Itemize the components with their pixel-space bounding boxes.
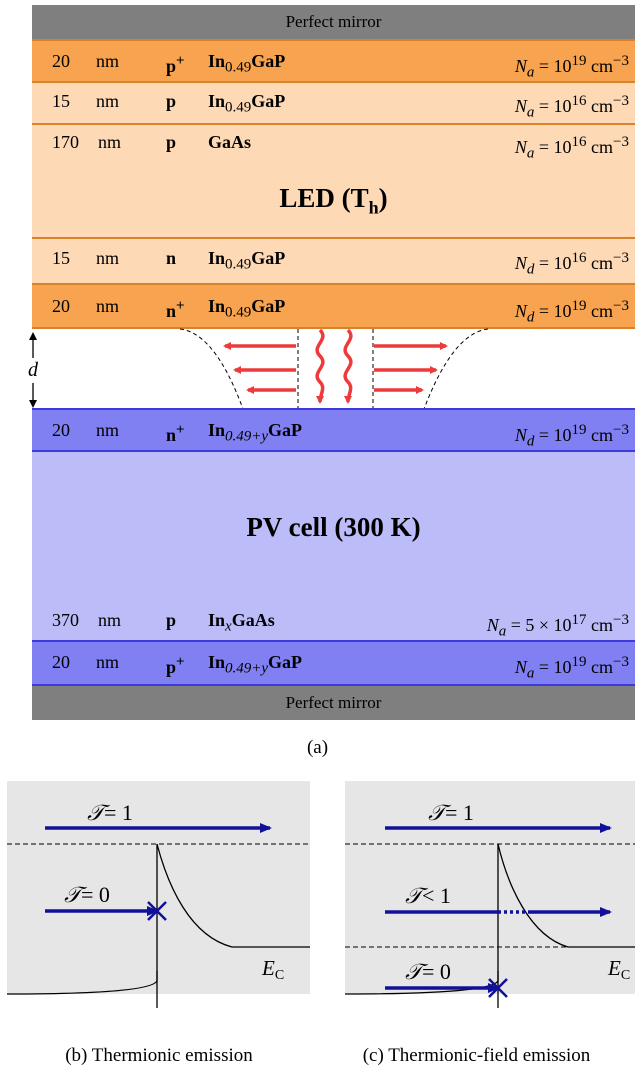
layer-material: In0.49GaP — [208, 51, 286, 76]
layer-doping: n+ — [166, 298, 185, 321]
layer-doping: p — [166, 610, 177, 630]
layer-material: GaAs — [208, 132, 252, 152]
caption-b: (b) Thermionic emission — [65, 1045, 253, 1066]
layer-thickness: 20 — [52, 652, 70, 672]
panel-c-block-cross — [488, 978, 508, 998]
layer-unit: nm — [96, 296, 120, 316]
panel-c-ec-label: EC — [607, 956, 630, 983]
caption-c: (c) Thermionic-field emission — [362, 1045, 591, 1066]
panel-c-t0-label: 𝒯= 0 — [405, 959, 451, 984]
layer-thickness: 15 — [52, 91, 70, 111]
layer-concentration: Nd = 1016 cm−3 — [514, 250, 629, 278]
led-layer-2: 15 nm p In0.49GaP Na = 1016 cm−3 — [32, 83, 635, 125]
layer-unit: nm — [96, 51, 120, 71]
led-active-layer: 170 nm p GaAs Na = 1016 cm−3 LED (Th) — [32, 125, 635, 239]
layer-row: 20 nm p+ In0.49+yGaP Na = 1019 cm−3 — [32, 650, 635, 682]
left-cone-edge — [179, 328, 244, 410]
layer-doping: p+ — [166, 654, 185, 677]
panel-b-t0-label: 𝒯= 0 — [64, 882, 110, 907]
led-layer-1: 20 nm p+ In0.49GaP Na = 1019 cm−3 — [32, 39, 635, 83]
layer-unit: nm — [96, 91, 120, 111]
layer-unit: nm — [98, 610, 122, 630]
layer-doping: n+ — [166, 422, 185, 445]
layer-doping: p — [166, 91, 177, 111]
bottom-mirror: Perfect mirror — [32, 686, 635, 720]
layer-row: 20 nm n+ In0.49GaP Nd = 1019 cm−3 — [32, 294, 635, 326]
layer-row: 15 nm p In0.49GaP Na = 1016 cm−3 — [32, 89, 635, 121]
photon-wave-left — [315, 328, 325, 404]
bottom-mirror-label: Perfect mirror — [285, 693, 382, 712]
layer-unit: nm — [96, 652, 120, 672]
caption-a: (a) — [306, 737, 329, 758]
layer-material: In0.49+yGaP — [208, 420, 303, 445]
vacuum-gap-diagram: d — [28, 328, 489, 410]
led-layer-5: 20 nm n+ In0.49GaP Nd = 1019 cm−3 — [32, 285, 635, 329]
pv-absorber-layer: PV cell (300 K) 370 nm p InxGaAs Na = 5 … — [32, 452, 635, 642]
layer-row: 15 nm n In0.49GaP Nd = 1016 cm−3 — [32, 246, 635, 278]
panel-c-conduction-band — [497, 843, 635, 948]
layer-material: In0.49+yGaP — [208, 652, 303, 677]
layer-thickness: 15 — [52, 248, 70, 268]
layer-thickness: 20 — [52, 296, 70, 316]
layer-concentration: Na = 1016 cm−3 — [514, 134, 629, 162]
layer-doping: p — [166, 132, 177, 152]
layer-thickness: 370 — [52, 610, 79, 630]
photon-wave-right — [343, 328, 353, 404]
pv-layer-3: 20 nm p+ In0.49+yGaP Na = 1019 cm−3 — [32, 642, 635, 686]
layer-material: In0.49GaP — [208, 248, 286, 273]
panel-c-background — [345, 781, 635, 994]
layer-doping: n — [166, 248, 177, 268]
layer-concentration: Na = 5 × 1017 cm−3 — [486, 612, 629, 640]
layer-row: 20 nm n+ In0.49+yGaP Nd = 1019 cm−3 — [32, 418, 635, 450]
panel-c-t1-label: 𝒯= 1 — [428, 800, 474, 825]
panel-b-background — [7, 781, 310, 994]
layer-concentration: Nd = 1019 cm−3 — [514, 422, 629, 450]
layer-concentration: Nd = 1019 cm−3 — [514, 298, 629, 326]
top-mirror-label: Perfect mirror — [285, 12, 382, 31]
layer-unit: nm — [96, 420, 120, 440]
layer-thickness: 20 — [52, 51, 70, 71]
panel-b-interface — [6, 844, 158, 995]
pv-title: PV cell (300 K) — [246, 512, 421, 542]
layer-row: 170 nm p GaAs Na = 1016 cm−3 — [32, 130, 635, 162]
layer-concentration: Na = 1019 cm−3 — [514, 654, 629, 682]
panel-b-ec-label: EC — [261, 956, 284, 983]
layer-material: InxGaAs — [208, 610, 275, 635]
layer-concentration: Na = 1016 cm−3 — [514, 93, 629, 121]
right-cone-edge — [423, 328, 489, 410]
panel-b-t1-label: 𝒯= 1 — [87, 800, 133, 825]
layer-concentration: Na = 1019 cm−3 — [514, 53, 629, 81]
panel-c-thermionic-field: 𝒯= 1 𝒯< 1 𝒯= 0 EC — [344, 781, 635, 1008]
layer-doping: p+ — [166, 53, 185, 76]
layer-unit: nm — [96, 248, 120, 268]
gap-label: d — [28, 359, 39, 381]
panel-c-interface — [344, 844, 499, 995]
layer-row: 370 nm p InxGaAs Na = 5 × 1017 cm−3 — [32, 608, 635, 640]
pv-layer-1: 20 nm n+ In0.49+yGaP Nd = 1019 cm−3 — [32, 408, 635, 452]
layer-row: 20 nm p+ In0.49GaP Na = 1019 cm−3 — [32, 49, 635, 81]
led-title: LED (Th) — [279, 183, 388, 218]
layer-material: In0.49GaP — [208, 296, 286, 321]
top-mirror: Perfect mirror — [32, 5, 635, 39]
panel-b-block-cross — [147, 901, 167, 921]
layer-material: In0.49GaP — [208, 91, 286, 116]
panel-b-conduction-band — [156, 843, 310, 948]
layer-thickness: 170 — [52, 132, 79, 152]
layer-thickness: 20 — [52, 420, 70, 440]
panel-c-tlt-label: 𝒯< 1 — [405, 883, 451, 908]
led-layer-4: 15 nm n In0.49GaP Nd = 1016 cm−3 — [32, 239, 635, 285]
layer-unit: nm — [98, 132, 122, 152]
panel-b-thermionic: 𝒯= 1 𝒯= 0 EC — [6, 781, 310, 1008]
